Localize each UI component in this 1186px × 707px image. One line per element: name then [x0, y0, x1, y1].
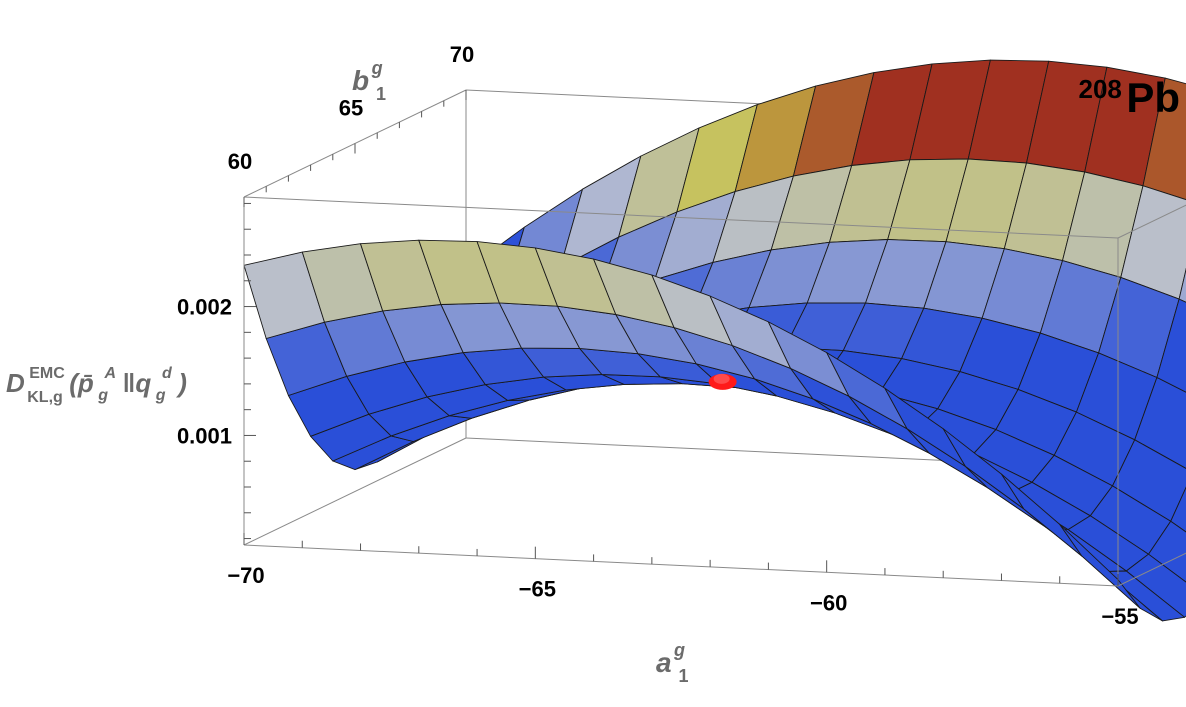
chart-title: 208 Pb — [1078, 74, 1180, 121]
box-edge-top-right — [1117, 204, 1186, 239]
x-axis-label-sub: 1 — [678, 666, 688, 686]
title-base: Pb — [1126, 74, 1180, 121]
surface-mesh — [243, 59, 1186, 622]
x-tick-label: −55 — [1101, 604, 1138, 629]
z-label-args: (p̄ — [69, 368, 94, 398]
y-axis-label-base: b — [352, 65, 369, 96]
surface-patch — [1148, 520, 1186, 583]
z-label-sub: KL,g — [27, 389, 63, 406]
y-axis-label-sub: 1 — [376, 84, 386, 104]
z-label-sep: ‖q — [123, 368, 152, 398]
z-label-qsup: d — [162, 365, 173, 382]
y-axis-label-sup: g — [371, 58, 383, 78]
box-edge-front-top — [243, 196, 1119, 239]
title-sup: 208 — [1078, 74, 1121, 104]
z-label-D: D — [6, 368, 25, 398]
y-tick-label: 70 — [450, 42, 474, 67]
z-tick-label: 0.002 — [177, 295, 232, 320]
x-axis-label-sup: g — [673, 640, 685, 660]
z-label-psup: A — [103, 365, 116, 382]
z-label-sup: EMC — [29, 365, 65, 382]
x-tick-label: −60 — [810, 590, 847, 615]
box-edge-floor-left — [243, 437, 467, 546]
x-tick-label: −65 — [519, 577, 556, 602]
z-label-close: ) — [175, 368, 187, 398]
z-tick-label: 0.001 — [177, 423, 232, 448]
surface-patch — [1178, 267, 1186, 303]
z-axis-label: D EMC KL,g (p̄ g A ‖q g d ) — [6, 365, 187, 406]
z-label-qsub: g — [155, 387, 166, 404]
y-tick-label: 60 — [228, 149, 252, 174]
y-axis-label: b g 1 — [352, 58, 387, 104]
x-axis-label: a g 1 — [656, 640, 689, 686]
box-edge-floor-right — [1117, 552, 1186, 587]
surface-patch — [1156, 298, 1186, 393]
z-label-psub: g — [97, 387, 108, 404]
surface-patch — [1059, 523, 1141, 609]
minimum-marker-layer — [708, 373, 737, 390]
y-tick-label: 65 — [339, 96, 363, 121]
minimum-marker-highlight — [713, 373, 730, 384]
box-edge-floor-back — [465, 437, 1186, 473]
x-axis-label-base: a — [656, 647, 672, 678]
axis-ticks: −70 −65 −60 −55 60 65 70 0.001 0.002 — [177, 42, 1139, 629]
x-tick-label: −70 — [227, 563, 264, 588]
box-edge-floor-front — [243, 544, 1119, 587]
